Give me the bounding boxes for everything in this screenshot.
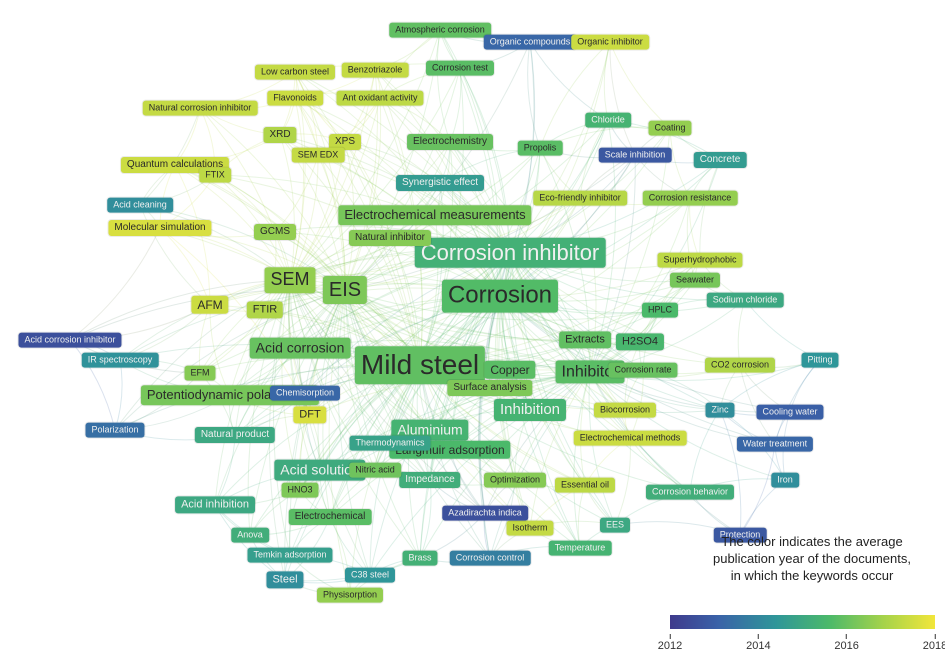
node-org-inh: Organic inhibitor: [571, 35, 649, 50]
node-water-treat: Water treatment: [737, 437, 813, 452]
node-zinc: Zinc: [705, 403, 734, 418]
node-essential-oil: Essential oil: [555, 478, 615, 493]
node-xrd: XRD: [263, 127, 296, 143]
node-inhibition: Inhibition: [494, 399, 566, 421]
node-afm: AFM: [191, 296, 228, 314]
node-antioxidant: Ant oxidant activity: [336, 91, 423, 106]
node-impedance: Impedance: [399, 472, 460, 488]
node-isotherm: Isotherm: [506, 521, 553, 536]
node-corr-resist: Corrosion resistance: [643, 191, 738, 206]
node-hplc: HPLC: [642, 303, 678, 318]
node-brass: Brass: [402, 551, 437, 566]
node-hno3: HNO3: [281, 483, 318, 498]
node-ir-spec: IR spectroscopy: [82, 353, 159, 368]
node-surface-analysis: Surface analysis: [447, 380, 532, 396]
node-nat-corr-inh: Natural corrosion inhibitor: [143, 101, 258, 116]
node-chemisorption: Chemisorption: [270, 386, 340, 401]
node-pitting: Pitting: [801, 353, 838, 368]
node-biocorrosion: Biocorrosion: [594, 403, 656, 418]
node-cooling-water: Cooling water: [756, 405, 823, 420]
node-molecular-sim: Molecular simulation: [108, 220, 211, 236]
node-h2so4: H2SO4: [616, 333, 664, 350]
node-sem: SEM: [264, 267, 315, 293]
node-electrochemistry: Electrochemistry: [407, 134, 493, 150]
node-corr-test: Corrosion test: [426, 61, 494, 76]
node-scale-inh: Scale inhibition: [599, 148, 672, 163]
node-thermodynamics: Thermodynamics: [349, 436, 430, 451]
node-gcms: GCMS: [254, 224, 296, 240]
node-flavonoids: Flavonoids: [267, 91, 323, 106]
node-ees: EES: [600, 518, 630, 533]
node-ftix: FTIX: [199, 168, 231, 183]
node-superhydro: Superhydrophobic: [657, 253, 742, 268]
node-sodium-cl: Sodium chloride: [707, 293, 784, 308]
node-ftir: FTIR: [247, 301, 283, 318]
node-corrosion: Corrosion: [442, 280, 558, 313]
node-low-carbon: Low carbon steel: [255, 65, 335, 80]
node-corr-control: Corrosion control: [450, 551, 531, 566]
node-physisorption: Physisorption: [317, 588, 383, 603]
node-synergistic: Synergistic effect: [396, 175, 484, 191]
node-propolis: Propolis: [518, 141, 563, 156]
node-seawater: Seawater: [670, 273, 720, 288]
node-temkin: Temkin adsorption: [247, 548, 332, 563]
node-coating: Coating: [648, 121, 691, 136]
node-steel: Steel: [266, 571, 303, 588]
node-elec-methods: Electrochemical methods: [574, 431, 687, 446]
node-copper: Copper: [484, 361, 535, 379]
node-mild-steel: Mild steel: [355, 346, 485, 384]
node-org-comp: Organic compounds: [484, 35, 577, 50]
node-temperature: Temperature: [549, 541, 612, 556]
legend-ticks: 2012201420162018: [670, 634, 935, 650]
node-atm-corr: Atmospheric corrosion: [389, 23, 491, 38]
node-natural-inhibitor: Natural inhibitor: [349, 230, 431, 246]
legend-tick-2014: 2014: [746, 634, 770, 652]
node-iron: Iron: [771, 473, 799, 488]
node-electrochem-meas: Electrochemical measurements: [338, 205, 531, 225]
node-acid-corrosion: Acid corrosion: [250, 338, 351, 359]
legend-bar: [670, 615, 935, 629]
node-acid-cleaning: Acid cleaning: [107, 198, 173, 213]
node-eco-friendly: Eco-friendly inhibitor: [533, 191, 627, 206]
node-azad: Azadirachta indica: [442, 506, 528, 521]
node-acid-corr-inh: Acid corrosion inhibitor: [18, 333, 121, 348]
node-chloride: Chloride: [585, 113, 631, 128]
legend-tick-2016: 2016: [834, 634, 858, 652]
node-concrete: Concrete: [694, 152, 747, 168]
node-corr-rate: Corrosion rate: [608, 363, 677, 378]
caption-text: The color indicates the average publicat…: [707, 534, 917, 585]
node-dft: DFT: [293, 406, 326, 423]
node-electrochemical: Electrochemical: [289, 509, 372, 525]
legend-tick-2018: 2018: [923, 634, 945, 652]
node-acid-inhibition: Acid inhibition: [175, 496, 255, 513]
node-sem-edx: SEM EDX: [292, 148, 345, 163]
node-eis: EIS: [323, 276, 367, 304]
node-extracts: Extracts: [559, 331, 611, 348]
node-natural-product: Natural product: [195, 427, 275, 443]
node-benzotriazole: Benzotriazole: [342, 63, 409, 78]
legend-tick-2012: 2012: [658, 634, 682, 652]
node-co2-corr: CO2 corrosion: [705, 358, 775, 373]
color-legend: 2012201420162018: [670, 615, 935, 647]
node-efm: EFM: [185, 366, 216, 381]
node-nitric-acid: Nitric acid: [349, 463, 401, 478]
node-c38: C38 steel: [345, 568, 395, 583]
node-optimization: Optimization: [484, 473, 546, 488]
node-corr-behavior: Corrosion behavior: [646, 485, 734, 500]
node-corrosion-inhibitor: Corrosion inhibitor: [415, 238, 606, 268]
node-polarization: Polarization: [85, 423, 144, 438]
node-anova: Anova: [231, 528, 269, 543]
